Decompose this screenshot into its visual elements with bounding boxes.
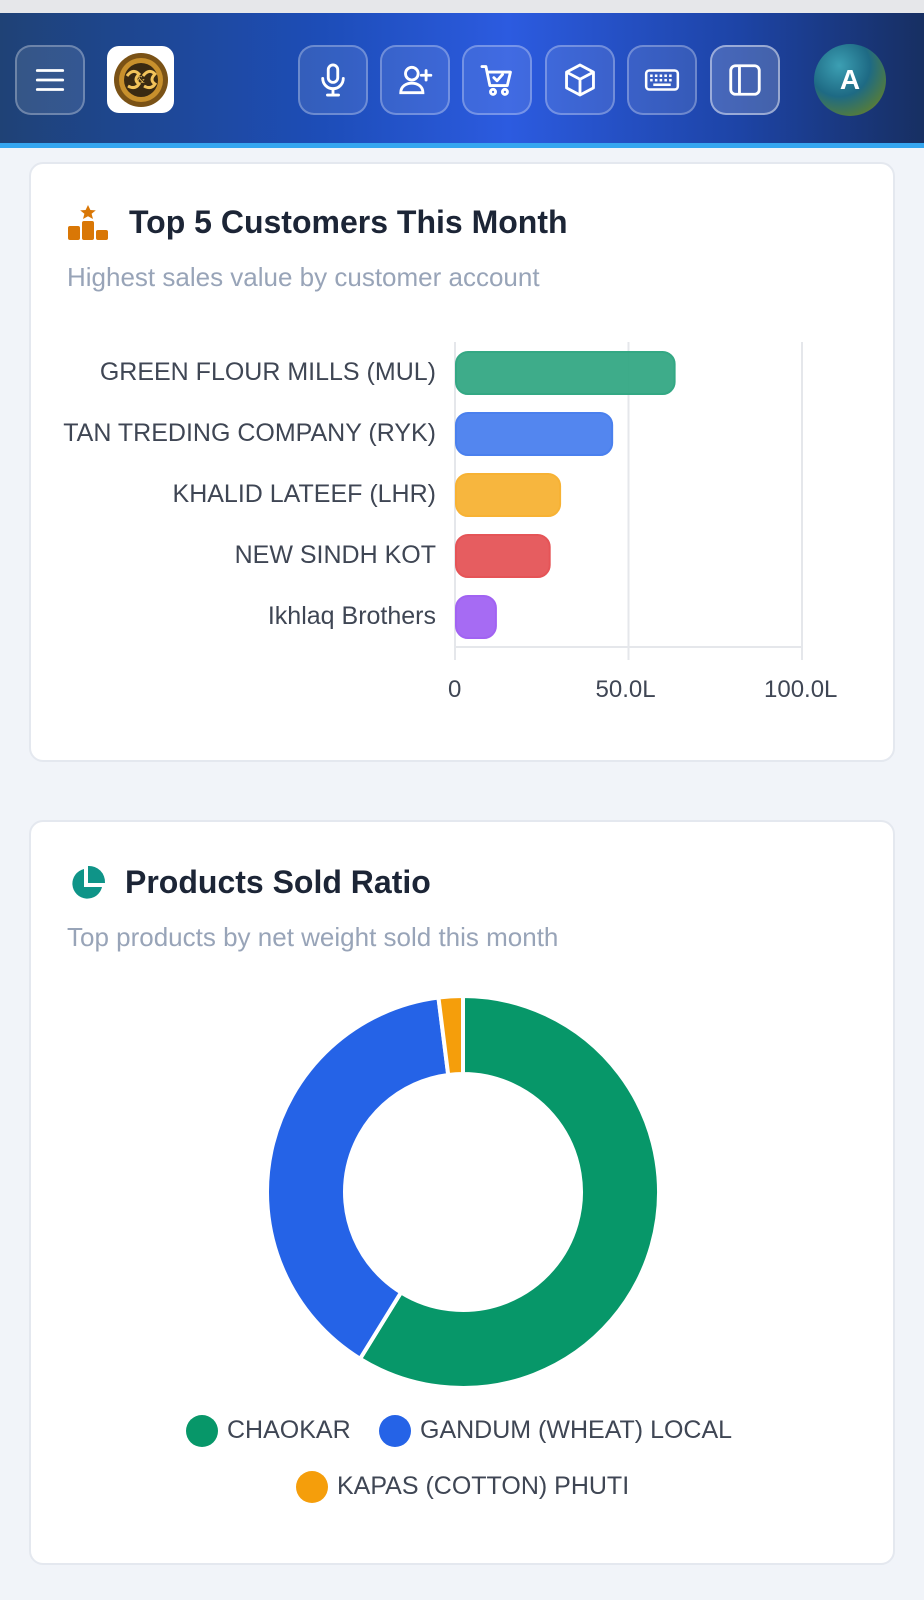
toggle-sidebar-button[interactable] xyxy=(710,45,780,115)
microphone-icon xyxy=(321,63,345,97)
bar-chart xyxy=(454,342,803,660)
products-ratio-card: Products Sold Ratio Top products by net … xyxy=(29,820,895,1565)
bar-label: KHALID LATEEF (LHR) xyxy=(172,480,436,508)
menu-icon xyxy=(35,69,65,91)
top-customers-card: Top 5 Customers This Month Highest sales… xyxy=(29,162,895,762)
x-tick-label: 50.0L xyxy=(595,676,656,703)
voice-button[interactable] xyxy=(298,45,368,115)
bar-label: NEW SINDH KOT xyxy=(234,541,436,569)
card-title: Top 5 Customers This Month xyxy=(129,204,568,240)
keyboard-button[interactable] xyxy=(627,45,697,115)
donut-slice[interactable] xyxy=(357,993,661,1390)
legend-label[interactable]: KAPAS (COTTON) PHUTI xyxy=(337,1472,630,1500)
card-subtitle: Highest sales value by customer account xyxy=(67,262,540,292)
bar[interactable] xyxy=(455,595,497,639)
donut-slice[interactable] xyxy=(265,995,451,1362)
bar-label: GREEN FLOUR MILLS (MUL) xyxy=(99,358,436,386)
menu-button[interactable] xyxy=(15,45,85,115)
keyboard-icon xyxy=(644,69,680,91)
bar-labels: GREEN FLOUR MILLS (MUL) TAN TREDING COMP… xyxy=(31,342,436,662)
user-avatar[interactable]: A xyxy=(814,44,886,116)
bar[interactable] xyxy=(455,534,551,578)
cart-icon xyxy=(480,65,512,96)
status-bar xyxy=(0,0,924,13)
donut-slice[interactable] xyxy=(436,993,465,1078)
card-subtitle: Top products by net weight sold this mon… xyxy=(67,922,559,952)
add-customer-button[interactable] xyxy=(380,45,450,115)
top-navigation-bar: & xyxy=(0,13,924,148)
bar-label: TAN TREDING COMPANY (RYK) xyxy=(63,419,436,447)
package-icon xyxy=(565,63,595,97)
legend-swatch-gandum xyxy=(379,1415,411,1447)
donut-chart xyxy=(265,993,661,1390)
logo-image: & xyxy=(113,52,168,107)
bar[interactable] xyxy=(455,351,676,395)
legend-swatch-kapas xyxy=(296,1471,328,1503)
bar-label: Ikhlaq Brothers xyxy=(267,602,436,630)
card-title: Products Sold Ratio xyxy=(125,864,431,900)
pie-chart-icon xyxy=(72,865,106,899)
leaderboard-icon xyxy=(68,205,108,240)
legend-label[interactable]: CHAOKAR xyxy=(227,1416,351,1444)
legend-label[interactable]: GANDUM (WHEAT) LOCAL xyxy=(420,1416,733,1444)
svg-text:&: & xyxy=(136,76,144,86)
bar[interactable] xyxy=(455,473,562,517)
products-button[interactable] xyxy=(545,45,615,115)
company-logo[interactable]: & xyxy=(107,46,174,113)
add-user-icon xyxy=(399,65,433,95)
x-tick-label: 100.0L xyxy=(764,676,838,703)
sales-button[interactable] xyxy=(462,45,532,115)
bar[interactable] xyxy=(455,412,614,456)
legend-swatch-chaokar xyxy=(186,1415,218,1447)
x-tick-label: 0 xyxy=(448,676,462,703)
sidebar-icon xyxy=(729,64,761,96)
